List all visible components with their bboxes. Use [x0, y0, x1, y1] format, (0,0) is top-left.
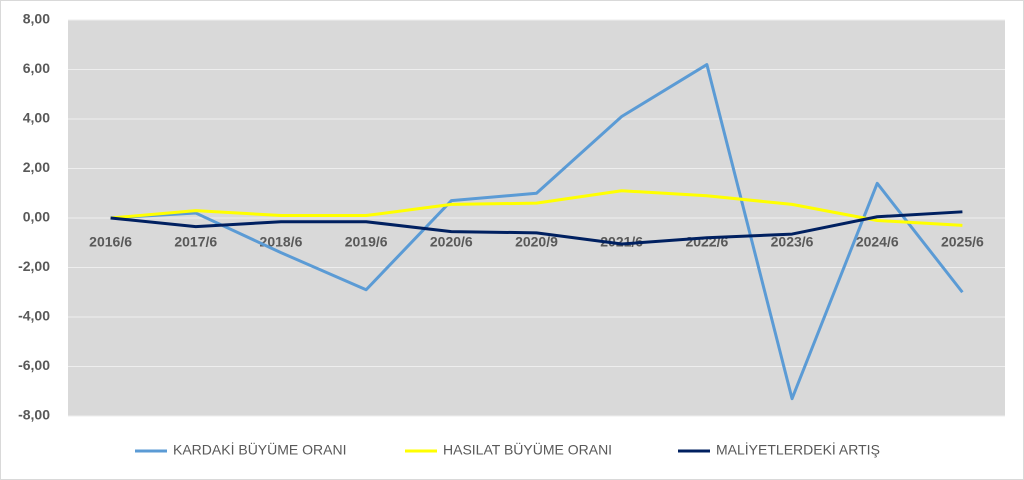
y-tick-label: 0,00	[23, 209, 50, 225]
y-tick-label: -8,00	[18, 407, 50, 423]
y-tick-label: -4,00	[18, 308, 50, 324]
y-tick-label: 2,00	[23, 159, 50, 175]
x-tick-label: 2018/6	[260, 234, 303, 250]
x-tick-label: 2020/6	[430, 234, 473, 250]
x-tick-label: 2016/6	[89, 234, 132, 250]
y-tick-label: 8,00	[23, 11, 50, 27]
x-tick-label: 2020/9	[515, 234, 558, 250]
series-line	[110, 189, 963, 227]
x-tick-label: 2023/6	[771, 234, 814, 250]
y-tick-label: -2,00	[18, 258, 50, 274]
y-tick-label: 6,00	[23, 60, 50, 76]
x-tick-label: 2025/6	[941, 234, 984, 250]
x-tick-label: 2024/6	[856, 234, 899, 250]
series-line	[110, 210, 963, 246]
y-tick-label: 4,00	[23, 110, 50, 126]
legend-label: HASILAT BÜYÜME ORANI	[443, 441, 612, 458]
legend-label: MALİYETLERDEKİ ARTIŞ	[716, 441, 880, 458]
series-line	[110, 63, 964, 401]
x-tick-label: 2017/6	[174, 234, 217, 250]
x-tick-label: 2019/6	[345, 234, 388, 250]
y-tick-label: -6,00	[18, 357, 50, 373]
x-tick-label: 2021/6	[600, 234, 643, 250]
legend-label: KARDAKİ BÜYÜME ORANI	[173, 441, 346, 458]
